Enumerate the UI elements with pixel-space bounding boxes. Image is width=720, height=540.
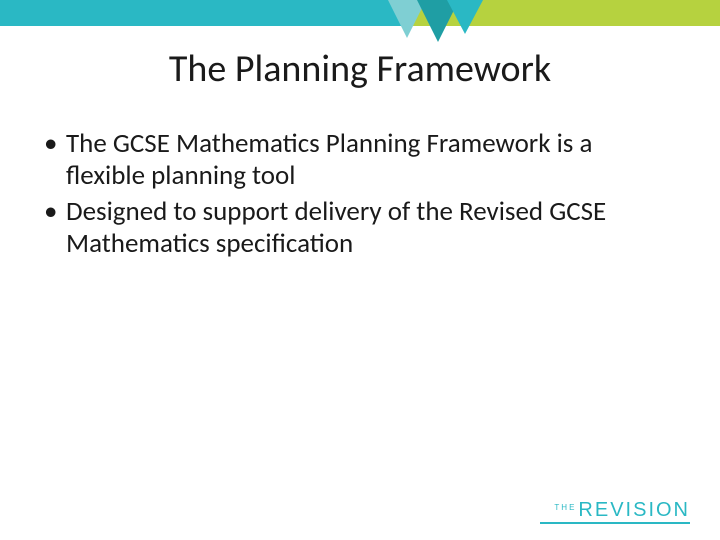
bullet-list: The GCSE Mathematics Planning Framework … <box>40 128 672 259</box>
logo-prefix: THE <box>554 504 576 512</box>
slide-body: The GCSE Mathematics Planning Framework … <box>40 128 672 263</box>
top-banner <box>0 0 720 26</box>
logo-underline <box>540 522 690 524</box>
banner-teal-segment <box>0 0 405 26</box>
brand-logo: THE REVISION <box>554 500 690 520</box>
bullet-item: Designed to support delivery of the Revi… <box>40 196 672 260</box>
bullet-item: The GCSE Mathematics Planning Framework … <box>40 128 672 192</box>
slide-title: The Planning Framework <box>0 46 720 92</box>
banner-triangle-icon <box>447 0 483 34</box>
logo-main: REVISION <box>578 500 690 520</box>
